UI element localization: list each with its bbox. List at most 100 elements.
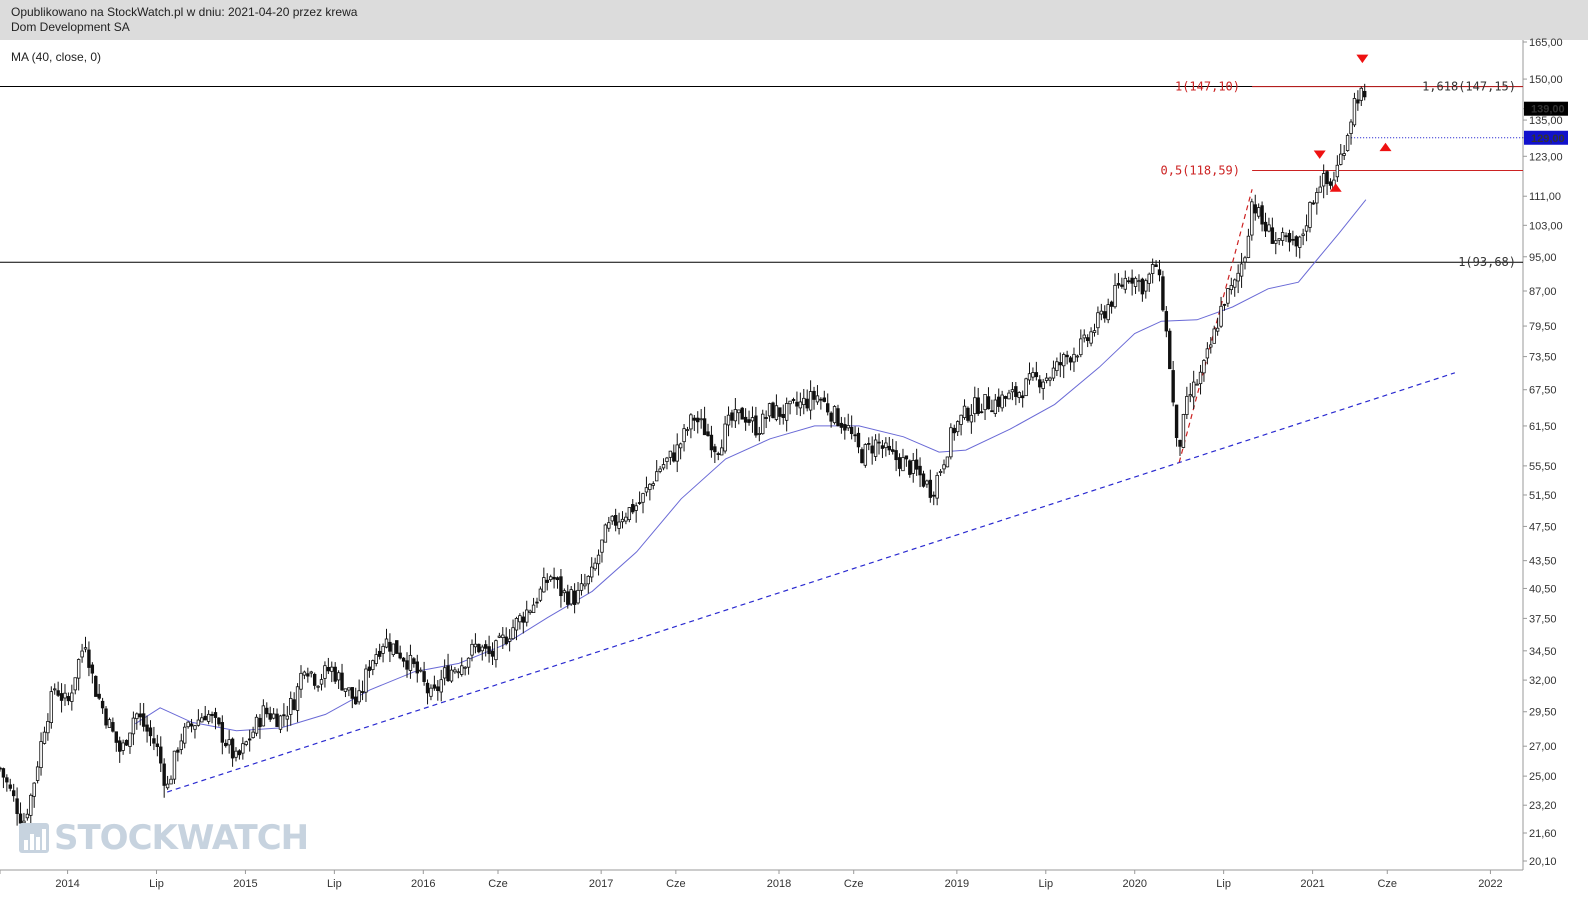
candle-body (473, 643, 478, 648)
candle-body (432, 684, 437, 689)
candle-body (832, 406, 837, 424)
candle-body (371, 660, 375, 671)
candle-body (162, 763, 166, 786)
y-tick-label: 27,00 (1529, 741, 1557, 753)
y-tick-label: 20,10 (1529, 856, 1557, 868)
candle-body (1058, 362, 1062, 366)
candle-body (1075, 355, 1080, 358)
candle-body (367, 666, 372, 671)
candle-body (1274, 240, 1278, 244)
candle-body (230, 738, 235, 759)
candle-body (1164, 311, 1169, 332)
candle-body (76, 659, 81, 679)
candle-body (316, 685, 320, 688)
candle-body (374, 654, 378, 664)
candle-body (1031, 372, 1035, 378)
candle-body (932, 494, 936, 497)
candle-body (224, 742, 228, 747)
candle-body (1185, 396, 1189, 415)
y-tick-label: 43,50 (1529, 556, 1557, 568)
candle-body (289, 698, 293, 715)
candle-body (408, 654, 413, 671)
candle-body (764, 417, 768, 419)
candle-body (213, 712, 218, 718)
candle-body (966, 407, 970, 421)
candle-body (292, 699, 296, 710)
candle-body (309, 671, 313, 674)
candle-body (302, 671, 307, 676)
candle-body (1116, 283, 1121, 286)
candle-body (25, 813, 30, 819)
candle-body (545, 579, 549, 583)
candle-body (155, 743, 160, 747)
candle-body (514, 618, 519, 631)
y-tick-label: 73,50 (1529, 352, 1557, 364)
x-tick-label: 2015 (233, 878, 257, 890)
candle-body (1072, 353, 1076, 363)
candle-body (1000, 394, 1004, 409)
candle-body (675, 444, 679, 462)
candle-body (1181, 414, 1186, 448)
candle-body (750, 417, 755, 422)
candle-body (692, 417, 697, 421)
candle-body (846, 425, 850, 429)
candle-body (743, 416, 748, 423)
candle-body (1048, 377, 1052, 381)
candle-body (442, 667, 447, 679)
candle-body (227, 739, 231, 746)
candle-body (391, 643, 396, 656)
candle-body (566, 591, 570, 605)
candle-body (1233, 279, 1237, 288)
price-tag-label-level-price: 129,00 (1531, 133, 1565, 145)
candle-body (839, 422, 844, 428)
candle-body (251, 731, 255, 739)
candle-body (401, 657, 406, 662)
candle-body (928, 479, 933, 498)
candle-body (1144, 280, 1148, 292)
candle-body (70, 692, 74, 702)
trend-line-long-term-support (166, 372, 1456, 793)
candle-body (938, 470, 943, 473)
candle-body (962, 405, 967, 418)
candle-body (997, 396, 1001, 407)
candle-body (655, 471, 659, 482)
x-tick-label: Lip (1038, 878, 1053, 890)
candle-body (870, 445, 874, 454)
candle-body (802, 397, 806, 406)
candle-body (761, 413, 765, 435)
candle-body (1017, 392, 1021, 399)
candle-body (415, 661, 419, 674)
candle-body (388, 641, 392, 652)
candle-body (969, 414, 974, 423)
candle-body (196, 719, 201, 726)
candle-body (826, 403, 830, 413)
candle-body (326, 666, 331, 672)
candle-body (1082, 334, 1086, 339)
x-tick-label: 2014 (55, 878, 79, 890)
candle-body (306, 673, 310, 677)
candle-body (66, 696, 71, 702)
candle-body (521, 616, 526, 623)
candle-body (439, 679, 443, 693)
candle-body (791, 399, 796, 401)
candle-body (562, 590, 567, 594)
candle-body (867, 443, 871, 445)
trend-line-rally-line (1178, 189, 1253, 463)
candle-body (887, 445, 891, 451)
candle-body (1352, 98, 1357, 126)
candle-body (1120, 284, 1124, 287)
candle-body (914, 459, 919, 470)
candle-body (641, 493, 645, 503)
candle-body (894, 450, 898, 461)
candle-body (422, 671, 426, 682)
candle-body (1113, 284, 1117, 308)
candle-body (114, 731, 118, 743)
candle-body (1280, 232, 1285, 241)
candle-body (696, 417, 700, 423)
candle-body (754, 415, 758, 436)
candle-body (172, 750, 177, 780)
y-tick-label: 95,00 (1529, 252, 1557, 264)
candle-body (1339, 153, 1343, 165)
candle-body (1294, 236, 1298, 247)
candle-body (784, 403, 789, 421)
